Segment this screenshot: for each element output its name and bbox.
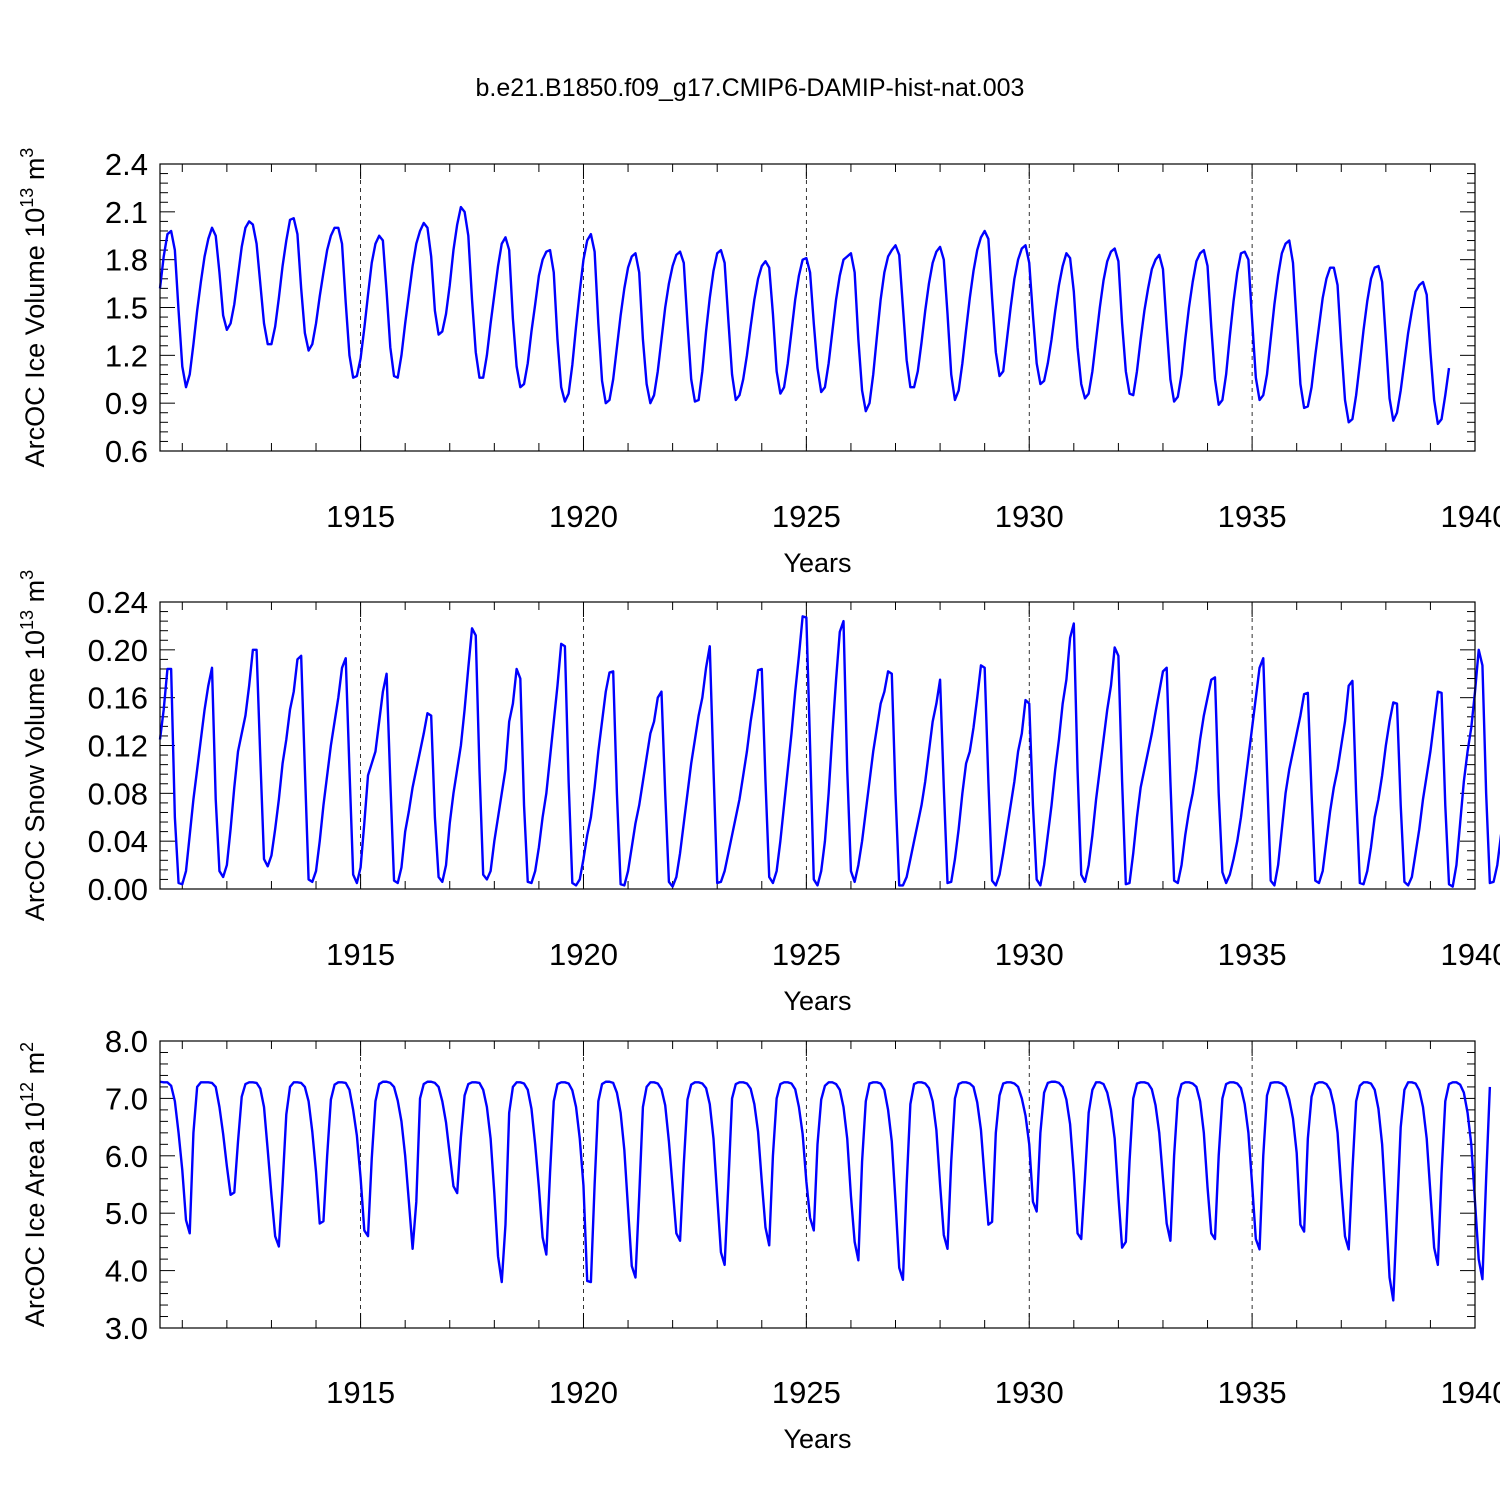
y-tick-label: 0.16 — [88, 681, 148, 716]
x-tick-label: 1930 — [995, 937, 1064, 972]
x-tick-label: 1935 — [1218, 1375, 1287, 1410]
y-tick-label: 0.24 — [88, 585, 148, 620]
x-tick-label: 1925 — [772, 937, 841, 972]
series-line-snow-volume — [158, 615, 1500, 888]
x-tick-label: 1915 — [326, 499, 395, 534]
x-tick-label: 1930 — [995, 499, 1064, 534]
y-tick-label: 1.5 — [105, 291, 148, 326]
y-tick-label: 5.0 — [105, 1196, 148, 1231]
y-tick-label: 0.00 — [88, 872, 148, 907]
x-tick-label: 1920 — [549, 937, 618, 972]
y-tick-label: 2.1 — [105, 195, 148, 230]
y-tick-label: 4.0 — [105, 1254, 148, 1289]
x-tick-label: 1915 — [326, 937, 395, 972]
x-tick-label: 1920 — [549, 1375, 618, 1410]
y-tick-label: 0.08 — [88, 776, 148, 811]
y-tick-label: 0.12 — [88, 729, 148, 764]
y-axis-label: ArcOC Snow Volume 1013 m3 — [17, 570, 50, 921]
x-tick-label: 1930 — [995, 1375, 1064, 1410]
y-tick-label: 0.6 — [105, 434, 148, 469]
x-axis-label: Years — [783, 1424, 851, 1454]
y-tick-label: 0.04 — [88, 824, 148, 859]
x-axis-label: Years — [783, 548, 851, 578]
x-tick-label: 1920 — [549, 499, 618, 534]
y-tick-label: 2.4 — [105, 147, 148, 182]
y-tick-label: 7.0 — [105, 1081, 148, 1116]
x-tick-label: 1940 — [1441, 937, 1500, 972]
y-tick-label: 1.2 — [105, 338, 148, 373]
y-tick-label: 3.0 — [105, 1311, 148, 1346]
y-axis-label: ArcOC Ice Area 1012 m2 — [17, 1042, 50, 1327]
y-tick-label: 6.0 — [105, 1139, 148, 1174]
panel-ice-area: 3.0 4.0 5.0 6.0 7.0 8.0 1915 1920 1925 1930 1935 19… — [17, 1024, 1500, 1454]
y-tick-label: 0.9 — [105, 386, 148, 421]
x-tick-label: 1915 — [326, 1375, 395, 1410]
x-tick-label: 1935 — [1218, 937, 1287, 972]
plot-frame — [159, 601, 1476, 890]
x-tick-label: 1925 — [772, 499, 841, 534]
plot-frame — [159, 1040, 1476, 1329]
series-line-ice-area — [159, 1080, 1492, 1302]
x-axis-label: Years — [783, 986, 851, 1016]
chart-title: b.e21.B1850.f09_g17.CMIP6-DAMIP-hist-nat… — [476, 74, 1025, 102]
panel-snow-volume: 0.00 0.04 0.08 0.12 0.16 0.20 0.24 1915 1920 1925… — [17, 570, 1500, 1016]
y-tick-label: 1.8 — [105, 243, 148, 278]
panels: 0.6 0.9 1.2 1.5 1.8 2.1 2.4 1915 1920 1925 1930 193… — [17, 147, 1500, 1454]
x-tick-label: 1940 — [1441, 1375, 1500, 1410]
plot-frame — [159, 163, 1476, 452]
y-tick-label: 0.20 — [88, 633, 148, 668]
x-tick-label: 1940 — [1441, 499, 1500, 534]
x-tick-label: 1935 — [1218, 499, 1287, 534]
panel-ice-volume: 0.6 0.9 1.2 1.5 1.8 2.1 2.4 1915 1920 1925 1930 193… — [17, 147, 1500, 578]
series-line-ice-volume — [158, 205, 1451, 426]
y-axis-label: ArcOC Ice Volume 1013 m3 — [17, 148, 50, 468]
y-tick-label: 8.0 — [105, 1024, 148, 1059]
x-tick-label: 1925 — [772, 1375, 841, 1410]
